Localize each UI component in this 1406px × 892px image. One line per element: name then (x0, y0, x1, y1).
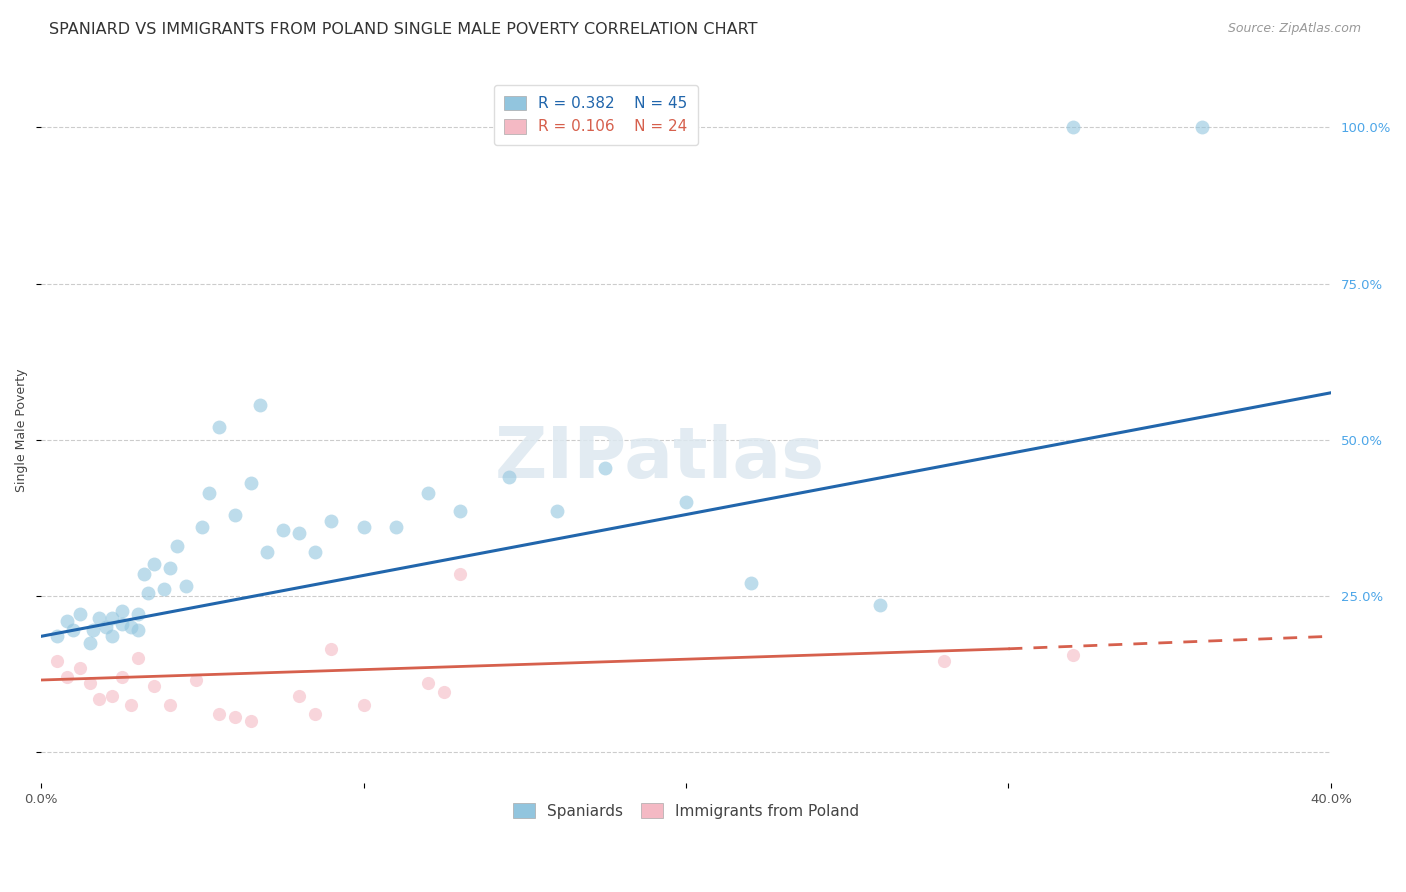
Point (449, 566, 471, 581)
Text: Source: ZipAtlas.com: Source: ZipAtlas.com (1227, 22, 1361, 36)
Point (353, 698, 375, 712)
Point (136, 585, 159, 599)
Point (56, 670, 79, 684)
Point (82, 623, 104, 637)
Point (111, 670, 134, 684)
Point (46, 629, 69, 643)
Point (127, 623, 149, 637)
Point (94, 620, 117, 634)
Point (433, 685, 456, 699)
Point (89, 610, 111, 624)
Point (449, 504, 471, 518)
Point (353, 520, 375, 534)
Point (159, 698, 181, 712)
Point (321, 514, 343, 528)
Point (207, 420, 229, 434)
Point (127, 651, 149, 665)
Point (79, 635, 101, 649)
Point (675, 495, 697, 509)
Point (224, 508, 246, 522)
Legend: Spaniards, Immigrants from Poland: Spaniards, Immigrants from Poland (508, 797, 865, 825)
Point (256, 545, 278, 559)
Point (321, 641, 343, 656)
Point (271, 523, 294, 537)
Point (69, 607, 91, 622)
Point (191, 520, 214, 534)
Point (288, 689, 311, 703)
Point (134, 566, 156, 581)
Point (207, 707, 229, 722)
Point (1191, 120, 1213, 135)
Point (101, 689, 124, 703)
Point (143, 558, 166, 572)
Point (869, 598, 891, 612)
Point (1062, 648, 1084, 662)
Point (121, 620, 143, 634)
Point (101, 610, 124, 624)
Point (121, 698, 143, 712)
Point (111, 604, 134, 618)
Point (198, 485, 221, 500)
Point (127, 607, 149, 622)
Point (1062, 120, 1084, 135)
Point (111, 616, 134, 631)
Point (79, 676, 101, 690)
Point (498, 470, 520, 484)
Point (546, 504, 568, 518)
Point (249, 398, 271, 412)
Point (46, 654, 69, 668)
Point (152, 582, 174, 597)
Point (62, 623, 84, 637)
Point (416, 485, 439, 500)
Point (595, 460, 617, 475)
Point (239, 476, 262, 491)
Point (101, 629, 124, 643)
Point (143, 679, 166, 693)
Point (89, 691, 111, 706)
Point (416, 676, 439, 690)
Text: ZIPatlas: ZIPatlas (495, 424, 825, 493)
Text: SPANIARD VS IMMIGRANTS FROM POLAND SINGLE MALE POVERTY CORRELATION CHART: SPANIARD VS IMMIGRANTS FROM POLAND SINGL… (49, 22, 758, 37)
Point (224, 710, 246, 724)
Point (288, 526, 311, 541)
Point (69, 660, 91, 674)
Point (159, 560, 181, 574)
Point (166, 539, 188, 553)
Point (174, 579, 197, 593)
Point (740, 576, 762, 591)
Y-axis label: Single Male Poverty: Single Male Poverty (15, 368, 28, 492)
Point (932, 654, 955, 668)
Point (385, 520, 408, 534)
Point (239, 714, 262, 728)
Point (304, 707, 326, 722)
Point (184, 673, 207, 687)
Point (56, 614, 79, 628)
Point (304, 545, 326, 559)
